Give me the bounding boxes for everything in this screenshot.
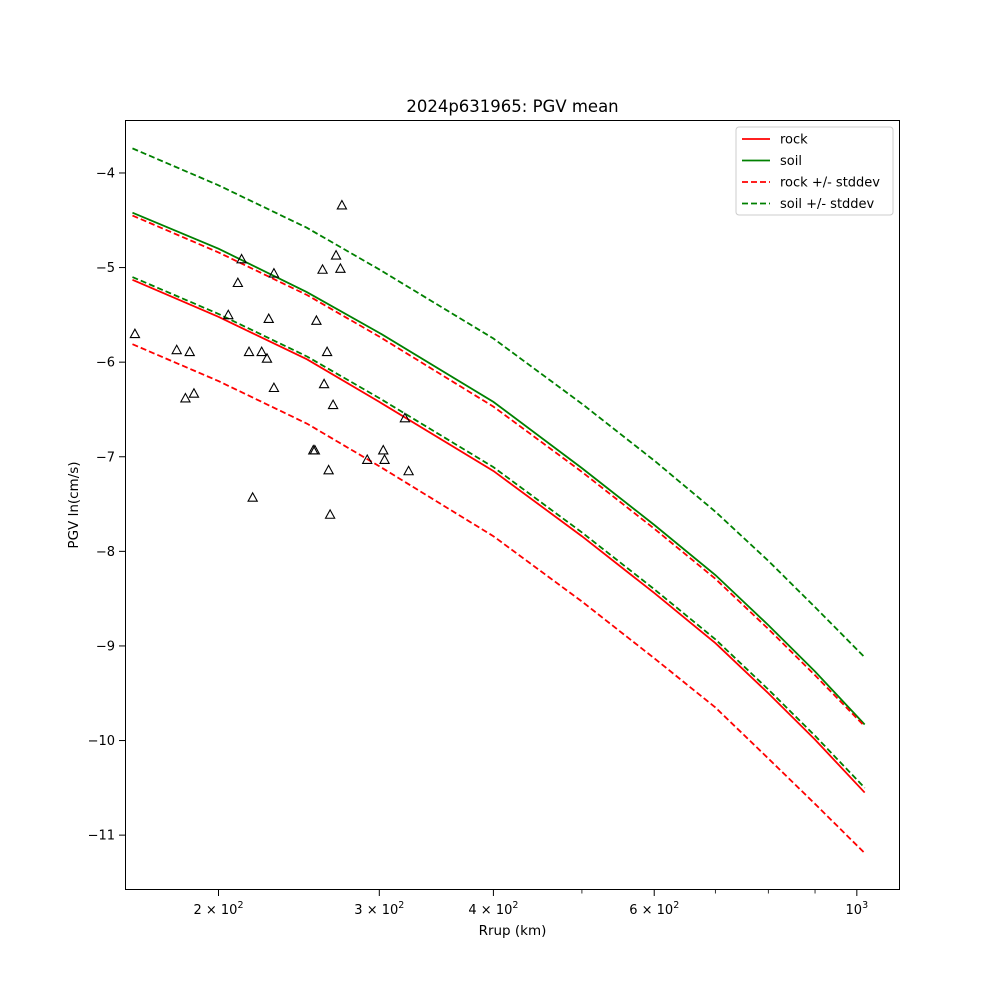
legend-label-0: rock xyxy=(780,133,808,148)
observation-point-8 xyxy=(243,346,255,357)
observation-point-10 xyxy=(256,346,268,357)
observation-point-26 xyxy=(336,199,348,210)
observation-point-12 xyxy=(263,312,275,323)
observation-point-7 xyxy=(236,253,248,264)
observation-point-28 xyxy=(377,444,389,455)
observation-point-30 xyxy=(399,412,411,423)
x-tick-label-3: 6 × 102 xyxy=(629,900,679,918)
y-tick-label-7: −11 xyxy=(88,829,115,844)
observation-points xyxy=(129,199,415,519)
series-line-rock-0 xyxy=(132,279,866,794)
series-line-soil-stddev-4 xyxy=(132,147,866,658)
observation-point-17 xyxy=(310,314,322,325)
legend-label-1: soil xyxy=(780,154,802,169)
y-tick-label-3: −7 xyxy=(96,450,115,465)
y-tick-label-0: −4 xyxy=(96,166,115,181)
series-line-rock-stddev-2 xyxy=(132,214,866,727)
observation-point-0 xyxy=(129,328,141,339)
x-tick-label-2: 4 × 102 xyxy=(468,900,518,918)
y-tick-label-6: −10 xyxy=(88,734,115,749)
y-tick-label-5: −9 xyxy=(96,639,115,654)
x-tick-label-1: 3 × 102 xyxy=(354,900,404,918)
y-tick-label-4: −8 xyxy=(96,545,115,560)
observation-point-6 xyxy=(232,276,244,288)
observation-point-20 xyxy=(321,346,333,357)
y-tick-label-1: −5 xyxy=(96,261,115,276)
chart-title: 2024p631965: PGV mean xyxy=(406,97,618,116)
observation-point-14 xyxy=(268,381,280,393)
series-layer xyxy=(132,147,866,854)
observation-point-19 xyxy=(318,378,330,389)
observation-point-22 xyxy=(324,508,336,519)
observation-point-24 xyxy=(330,249,342,260)
legend-label-2: rock +/- stddev xyxy=(780,176,880,191)
plot-area xyxy=(129,147,866,854)
series-line-rock-stddev-3 xyxy=(132,343,866,854)
plot-frame xyxy=(125,120,900,890)
series-line-soil-1 xyxy=(132,211,866,726)
observation-point-27 xyxy=(361,453,373,464)
y-axis: −4 −5 −6 −7 −8 −9 −10 −11 xyxy=(88,166,125,844)
observation-point-31 xyxy=(403,465,415,476)
y-tick-label-2: −6 xyxy=(96,356,115,371)
observation-point-3 xyxy=(184,346,196,357)
observation-point-21 xyxy=(323,464,335,475)
legend-box xyxy=(735,126,894,216)
observation-point-16 xyxy=(309,444,321,455)
observation-point-29 xyxy=(379,453,391,464)
legend: rock soil rock +/- stddev soil +/- stddev xyxy=(735,126,894,216)
y-axis-label: PGV ln(cm/s) xyxy=(66,461,82,548)
observation-point-9 xyxy=(247,491,259,502)
series-line-soil-stddev-5 xyxy=(132,276,866,789)
observation-point-5 xyxy=(222,309,234,320)
observation-point-23 xyxy=(327,398,339,410)
legend-label-3: soil +/- stddev xyxy=(780,197,875,212)
observation-point-2 xyxy=(179,392,191,403)
observation-point-1 xyxy=(171,344,183,355)
x-axis-label: Rrup (km) xyxy=(479,923,547,939)
observation-point-4 xyxy=(188,387,200,398)
x-tick-label-0: 2 × 102 xyxy=(193,900,243,918)
observation-point-13 xyxy=(268,267,280,278)
observation-point-25 xyxy=(334,262,346,273)
observation-point-11 xyxy=(261,352,273,363)
observation-point-18 xyxy=(317,263,329,274)
